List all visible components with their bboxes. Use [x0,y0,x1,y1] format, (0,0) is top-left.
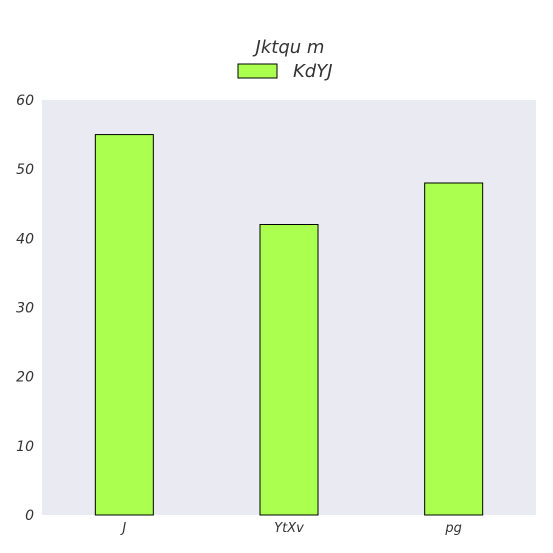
bar [94,134,154,516]
y-tick-label: 10 [16,439,34,455]
legend-swatch [237,63,278,79]
x-tick-label: pg [444,521,462,536]
legend: Jktqu m KdYJ [237,37,333,82]
y-tick-label: 0 [25,508,34,524]
legend-entry-label: KdYJ [293,61,333,82]
legend-title: Jktqu m [253,37,325,58]
x-tick-label: J [119,521,126,536]
y-tick-label: 30 [16,301,34,317]
bar [259,224,319,516]
y-tick-label: 20 [16,370,34,386]
y-tick-label: 60 [16,93,34,109]
y-tick-label: 40 [16,231,34,247]
bar [424,182,484,516]
x-axis-ticks: J YtXv pg [119,521,462,536]
x-tick-label: YtXv [274,521,304,536]
y-tick-label: 50 [16,162,34,178]
bar-series [94,134,484,516]
y-axis-ticks: 0 10 20 30 40 50 60 [16,93,34,524]
